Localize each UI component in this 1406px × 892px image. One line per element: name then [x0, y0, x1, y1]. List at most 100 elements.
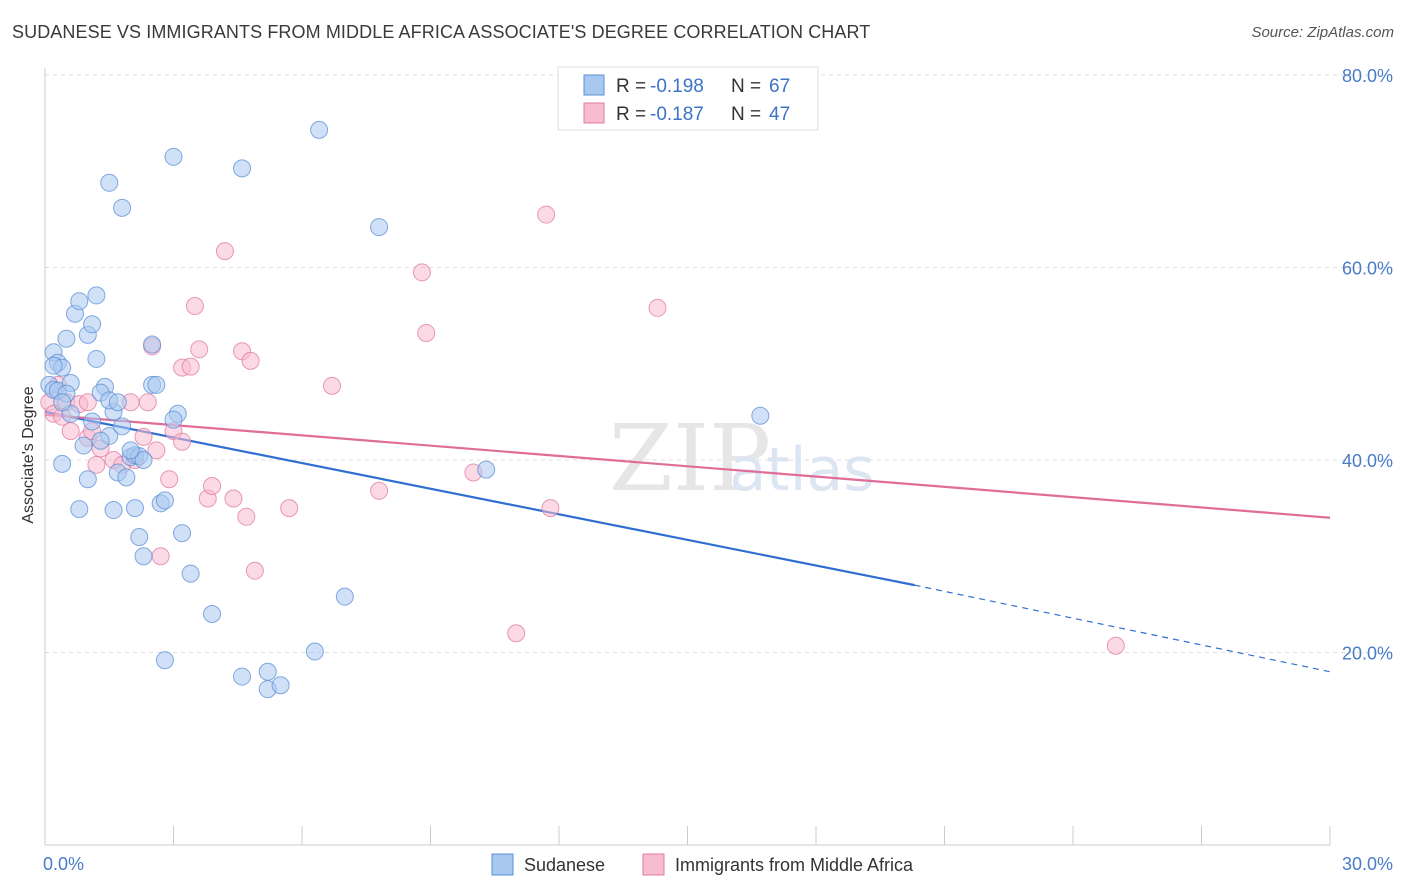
legend-swatch — [583, 102, 605, 124]
data-point — [185, 297, 204, 315]
data-point — [147, 375, 166, 394]
data-point — [322, 376, 341, 395]
legend-bottom-label: Sudanese — [524, 855, 605, 875]
data-point — [87, 349, 106, 368]
data-point — [412, 263, 431, 282]
data-point — [160, 470, 179, 489]
data-point — [370, 218, 389, 237]
data-point — [203, 605, 222, 623]
data-point — [53, 393, 72, 412]
data-point — [100, 173, 119, 192]
data-points — [40, 120, 1125, 699]
data-point — [125, 499, 144, 518]
data-point — [181, 357, 200, 376]
data-point — [78, 393, 97, 412]
data-point — [74, 436, 93, 455]
data-point — [1106, 636, 1125, 655]
data-point — [537, 205, 556, 224]
data-point — [335, 587, 354, 606]
trend-line-2 — [44, 413, 1331, 519]
data-point — [233, 159, 252, 178]
data-point — [44, 356, 63, 375]
x-tick-labels: 0.0% 30.0% — [43, 854, 1393, 874]
data-point — [310, 120, 329, 139]
legend-n-value: 47 — [769, 104, 790, 125]
data-point — [164, 410, 183, 429]
legend-bottom: Sudanese Immigrants from Middle Africa — [491, 853, 914, 876]
data-point — [87, 286, 106, 305]
data-point — [173, 432, 192, 451]
y-axis-title: Associate's Degree — [20, 386, 37, 523]
x-tick-label: 30.0% — [1342, 854, 1393, 874]
data-point — [70, 500, 89, 519]
legend-r-value: -0.187 — [650, 104, 704, 125]
data-point — [233, 667, 252, 686]
y-tick-labels: 20.0% 40.0% 60.0% 80.0% — [1342, 66, 1393, 664]
data-point — [143, 335, 162, 354]
legend-r-label: R = — [616, 104, 646, 125]
y-tick-label: 60.0% — [1342, 259, 1393, 279]
data-point — [113, 417, 132, 436]
data-point — [271, 676, 290, 695]
x-tick-label: 0.0% — [43, 854, 84, 874]
data-point — [121, 441, 140, 460]
data-point — [280, 499, 299, 518]
legend-n-value: 67 — [769, 76, 790, 97]
data-point — [417, 323, 436, 342]
legend-n-label: N = — [731, 104, 761, 125]
legend-r-value: -0.198 — [650, 76, 704, 97]
data-point — [751, 406, 770, 425]
y-tick-label: 20.0% — [1342, 644, 1393, 664]
data-point — [138, 393, 157, 412]
data-point — [130, 528, 149, 546]
data-point — [104, 501, 123, 520]
legend-bottom-swatch — [491, 853, 514, 876]
data-point — [190, 340, 209, 359]
legend-r-label: R = — [616, 76, 646, 97]
data-point — [134, 451, 153, 469]
data-point — [305, 642, 324, 661]
legend-bottom-swatch — [642, 853, 665, 876]
data-point — [245, 561, 264, 580]
data-point — [173, 524, 192, 543]
legend-swatch — [583, 74, 605, 96]
data-point — [57, 329, 76, 348]
chart-title: SUDANESE VS IMMIGRANTS FROM MIDDLE AFRIC… — [12, 22, 871, 42]
data-point — [181, 564, 200, 583]
legend-n-label: N = — [731, 76, 761, 97]
data-point — [541, 499, 560, 518]
data-point — [151, 547, 170, 566]
watermark-atlas: atlas — [730, 435, 875, 505]
data-point — [477, 460, 496, 479]
data-point — [113, 198, 132, 217]
watermark: ZIP — [609, 405, 771, 512]
data-point — [241, 351, 260, 370]
data-point — [370, 481, 389, 500]
data-point — [237, 507, 256, 526]
y-tick-label: 40.0% — [1342, 451, 1393, 471]
data-point — [117, 468, 136, 487]
trend-extension — [914, 584, 1331, 673]
y-tick-label: 80.0% — [1342, 66, 1393, 86]
axes — [44, 68, 1331, 846]
source-label: Source: ZipAtlas.com — [1251, 24, 1394, 41]
data-point — [215, 242, 234, 261]
data-point — [203, 476, 222, 495]
data-point — [224, 489, 243, 508]
data-point — [78, 470, 97, 489]
legend-top: R = -0.198 N = 67 R = -0.187 N = 47 — [557, 66, 819, 131]
data-point — [53, 454, 72, 473]
data-point — [155, 651, 174, 670]
data-point — [108, 393, 127, 412]
data-point — [147, 441, 166, 460]
data-point — [70, 292, 89, 311]
legend-bottom-label: Immigrants from Middle Africa — [675, 855, 914, 875]
data-point — [134, 427, 153, 446]
data-point — [155, 491, 174, 510]
data-point — [91, 431, 110, 450]
data-point — [507, 624, 526, 643]
data-point — [134, 547, 153, 566]
data-point — [648, 298, 667, 317]
data-point — [83, 315, 102, 334]
